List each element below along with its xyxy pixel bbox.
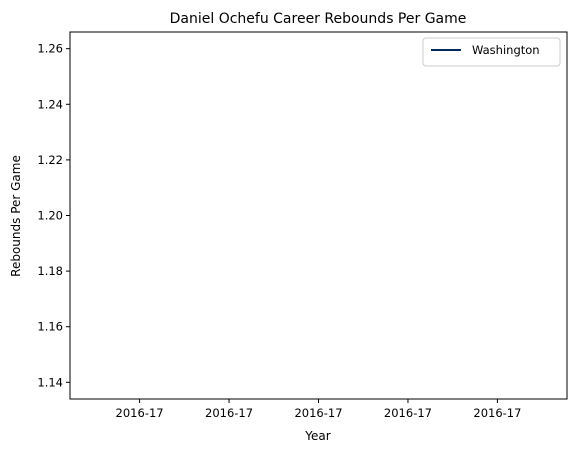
legend-box: [422, 37, 561, 67]
legend-label-washington: Washington: [472, 43, 540, 57]
x-tick-label: 2016-17: [116, 406, 164, 420]
y-tick-label: 1.14: [37, 375, 63, 389]
x-tick-label: 2016-17: [384, 406, 432, 420]
x-tick-label: 2016-17: [294, 406, 342, 420]
y-tick-label: 1.18: [37, 264, 63, 278]
x-tick-label: 2016-17: [473, 406, 521, 420]
legend: Washington: [422, 37, 561, 67]
y-tick-label: 1.24: [37, 97, 63, 111]
y-tick-label: 1.22: [37, 153, 63, 167]
y-tick-label: 1.26: [37, 42, 63, 56]
chart-title: Daniel Ochefu Career Rebounds Per Game: [170, 11, 467, 27]
x-tick-label: 2016-17: [205, 406, 253, 420]
plot-area-frame: [69, 31, 568, 400]
x-axis-ticks: 2016-17 2016-17 2016-17 2016-17 2016-17: [116, 399, 521, 420]
y-tick-label: 1.20: [37, 209, 63, 223]
y-tick-label: 1.16: [37, 320, 63, 334]
x-axis-label: Year: [304, 429, 330, 443]
y-axis-label: Rebounds Per Game: [9, 155, 23, 277]
y-axis-ticks: 1.14 1.16 1.18 1.20 1.22 1.24 1.26: [37, 42, 70, 389]
